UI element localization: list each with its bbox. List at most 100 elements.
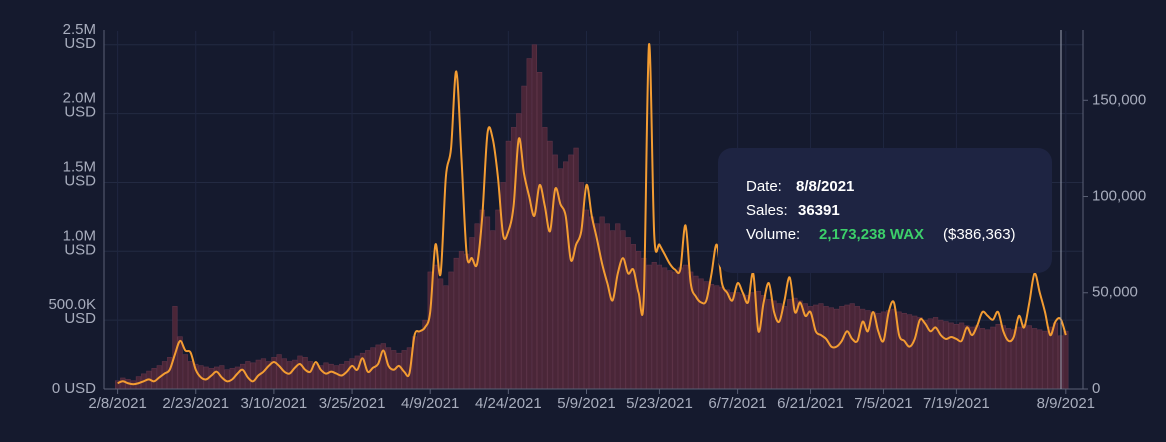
y-tick-label: 2.0M USD	[63, 90, 97, 121]
bar	[234, 366, 241, 390]
bar	[750, 292, 756, 390]
bar	[682, 264, 689, 390]
bar	[167, 357, 173, 390]
bar	[297, 355, 303, 390]
bar	[537, 72, 543, 390]
bar	[943, 321, 949, 390]
bar	[615, 223, 621, 390]
bar	[630, 244, 637, 390]
bar	[969, 326, 975, 390]
bar	[995, 323, 1001, 390]
bar	[714, 285, 720, 390]
bar	[542, 127, 548, 390]
bar	[646, 264, 652, 390]
bar	[328, 363, 334, 390]
bar	[667, 270, 673, 390]
x-tick-label: 5/23/2021	[626, 395, 693, 412]
bar	[563, 161, 569, 390]
bar	[734, 292, 741, 390]
bar	[307, 361, 313, 390]
bar	[938, 319, 944, 390]
bar	[964, 325, 970, 390]
bar	[823, 306, 829, 390]
bar	[484, 216, 491, 390]
bar	[740, 293, 746, 390]
bar	[448, 271, 454, 390]
bar	[656, 264, 663, 390]
x-tick-label: 3/25/2021	[319, 395, 386, 412]
bar	[1031, 328, 1038, 390]
bar	[333, 365, 340, 390]
y-tick-label: 1.5M USD	[63, 158, 97, 189]
bar	[490, 230, 496, 390]
x-tick-label: 7/19/2021	[923, 395, 990, 412]
bar	[464, 253, 470, 390]
bar	[250, 362, 256, 390]
bar	[438, 278, 444, 390]
x-tick-label: 8/9/2021	[1037, 395, 1095, 412]
y-tick-label: 500.0K USD	[48, 296, 96, 327]
sales-line	[117, 43, 1067, 386]
bar	[213, 366, 220, 390]
x-tick-label: 2/23/2021	[162, 395, 229, 412]
bar	[662, 267, 668, 390]
bar	[880, 311, 887, 390]
bar	[1026, 325, 1032, 390]
bar	[745, 295, 751, 390]
bar	[870, 311, 876, 390]
bar	[901, 312, 907, 390]
bar	[912, 315, 918, 390]
bar	[1063, 330, 1069, 390]
bar	[625, 237, 631, 390]
tooltip: Date: 8/8/2021 Sales: 36391 Volume: 2,17…	[718, 148, 1052, 273]
bar	[344, 361, 350, 390]
bar	[708, 284, 715, 390]
bar	[672, 271, 678, 390]
bar	[583, 209, 590, 390]
labels: 0 USD 500.0K USD 1.0M USD 1.5M USD 2.0M USD 2.5M U…	[48, 21, 1146, 412]
bar	[286, 361, 293, 390]
bar	[724, 289, 730, 390]
bar	[953, 323, 960, 390]
bar	[1052, 322, 1059, 390]
bar	[276, 354, 282, 390]
bar	[766, 299, 772, 390]
bar	[729, 292, 735, 390]
y2-tick-label: 100,000	[1092, 187, 1146, 204]
bar	[781, 306, 788, 390]
y-tick-label: 0 USD	[52, 380, 96, 397]
bar	[349, 358, 355, 390]
y-tick-label: 1.0M USD	[63, 227, 97, 258]
x-tick-label: 5/9/2021	[557, 395, 615, 412]
bar	[1042, 330, 1048, 390]
tooltip-value: ($386,363)	[943, 226, 1016, 243]
tooltip-label: Sales:	[746, 202, 788, 219]
bar	[974, 325, 980, 390]
bar	[635, 251, 642, 390]
tooltip-value: 8/8/2021	[796, 178, 854, 195]
bar	[922, 319, 928, 390]
axes	[103, 30, 1084, 390]
bar	[458, 251, 465, 390]
x-tick-label: 6/7/2021	[708, 395, 766, 412]
bar	[323, 362, 329, 390]
bar	[849, 303, 855, 390]
bar	[651, 262, 657, 390]
bar	[839, 306, 845, 390]
bar	[120, 377, 126, 390]
bar	[354, 355, 360, 390]
bar	[302, 357, 308, 390]
x-tick-label: 4/24/2021	[475, 395, 542, 412]
bar	[620, 230, 626, 390]
tooltip-box	[718, 148, 1052, 273]
bar	[787, 299, 793, 390]
x-tick-label: 4/9/2021	[401, 395, 459, 412]
bar	[599, 216, 605, 390]
bar	[396, 352, 402, 390]
bar	[568, 154, 574, 390]
tooltip-label: Date:	[746, 178, 782, 195]
x-tick-label: 7/5/2021	[854, 395, 912, 412]
bar	[547, 140, 553, 390]
bar	[240, 363, 246, 390]
